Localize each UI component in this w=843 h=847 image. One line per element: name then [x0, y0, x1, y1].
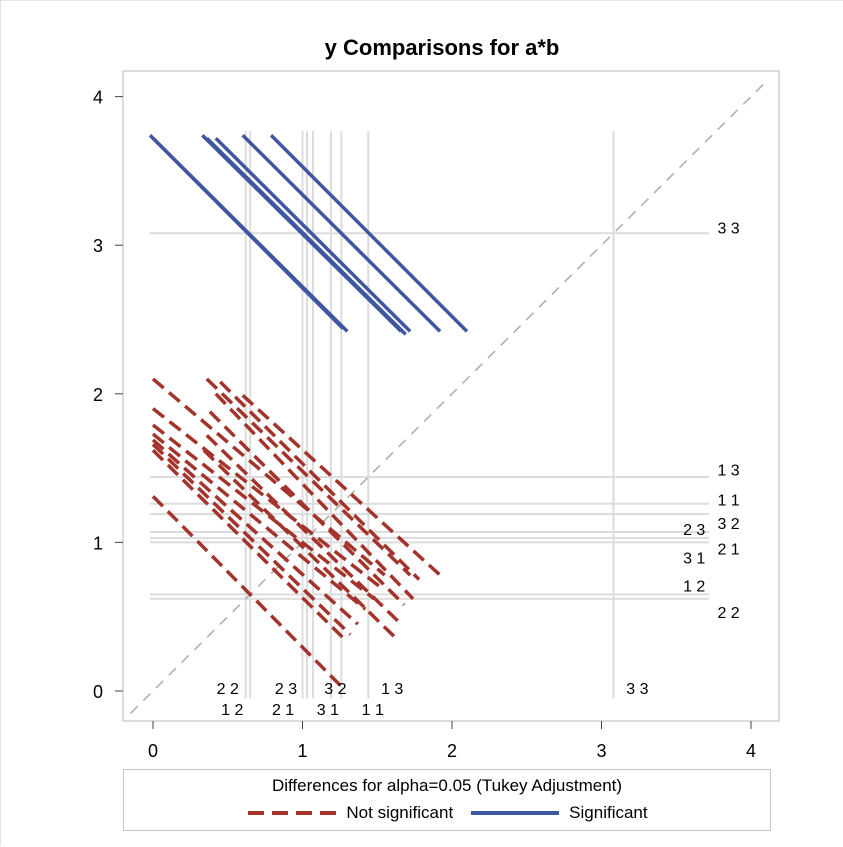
- level-label-bottom: 1 2: [221, 702, 243, 719]
- not-significant-segment: [205, 434, 403, 626]
- level-label-right: 3 2: [717, 516, 739, 533]
- legend-label-not-significant: Not significant: [346, 803, 454, 822]
- chart-title: y Comparisons for a*b: [325, 35, 560, 60]
- not-significant-segment: [202, 449, 397, 639]
- not-significant-segment: [219, 380, 421, 581]
- level-label-bottom: 2 1: [272, 702, 294, 719]
- level-label-right: 2 3: [683, 522, 705, 539]
- level-label-bottom: 2 3: [275, 681, 297, 698]
- not-significant-segment: [151, 438, 359, 626]
- level-label-right: 1 3: [717, 463, 739, 480]
- y-tick-label: 1: [93, 533, 103, 553]
- significant-segment: [151, 136, 345, 330]
- not-significant-segment: [241, 393, 442, 577]
- legend-entry-significant: Significant: [469, 803, 648, 823]
- dashed-line-swatch: [248, 811, 337, 815]
- level-label-bottom: 1 1: [362, 702, 384, 719]
- significant-segment: [205, 136, 407, 336]
- legend-entry-not-significant: Not significant: [246, 803, 453, 823]
- solid-line-swatch: [471, 811, 560, 815]
- diagonal-reference-line: [130, 84, 764, 714]
- not-significant-segment: [205, 377, 412, 577]
- legend-title: Differences for alpha=0.05 (Tukey Adjust…: [271, 776, 623, 795]
- not-significant-segment: [208, 410, 406, 607]
- not-significant-segment: [151, 377, 386, 577]
- not-significant-segment: [151, 407, 382, 589]
- level-label-bottom: 3 1: [317, 702, 339, 719]
- level-label-bottom: 3 2: [324, 681, 346, 698]
- level-label-right: 2 1: [717, 541, 739, 558]
- significant-segment: [241, 133, 442, 333]
- not-significant-segment: [151, 423, 376, 601]
- x-tick-label: 2: [447, 741, 457, 761]
- not-significant-segment: [151, 432, 367, 611]
- not-significant-segment: [151, 449, 349, 644]
- legend-label-significant: Significant: [569, 803, 648, 822]
- level-label-right: 2 2: [717, 605, 739, 622]
- not-significant-segment: [151, 443, 352, 636]
- level-label-right: 3 1: [683, 550, 705, 567]
- legend: Differences for alpha=0.05 (Tukey Adjust…: [123, 769, 771, 831]
- level-label-bottom: 2 2: [217, 681, 239, 698]
- level-label-bottom: 1 3: [381, 681, 403, 698]
- level-label-right: 3 3: [717, 220, 739, 237]
- level-label-right: 1 1: [717, 492, 739, 509]
- significant-segment: [269, 133, 469, 333]
- y-tick-label: 4: [93, 88, 103, 108]
- significant-segment: [214, 136, 412, 333]
- plot-area: [122, 70, 780, 722]
- level-label-right: 1 2: [683, 578, 705, 595]
- x-tick-label: 1: [297, 741, 307, 761]
- y-tick-label: 0: [93, 682, 103, 702]
- not-significant-segment: [214, 392, 415, 601]
- x-tick-label: 0: [148, 741, 158, 761]
- x-tick-label: 4: [746, 741, 756, 761]
- y-tick-label: 3: [93, 236, 103, 256]
- x-tick-label: 3: [596, 741, 606, 761]
- level-label-bottom: 3 3: [626, 681, 648, 698]
- not-significant-segment: [151, 495, 346, 691]
- y-tick-label: 2: [93, 385, 103, 405]
